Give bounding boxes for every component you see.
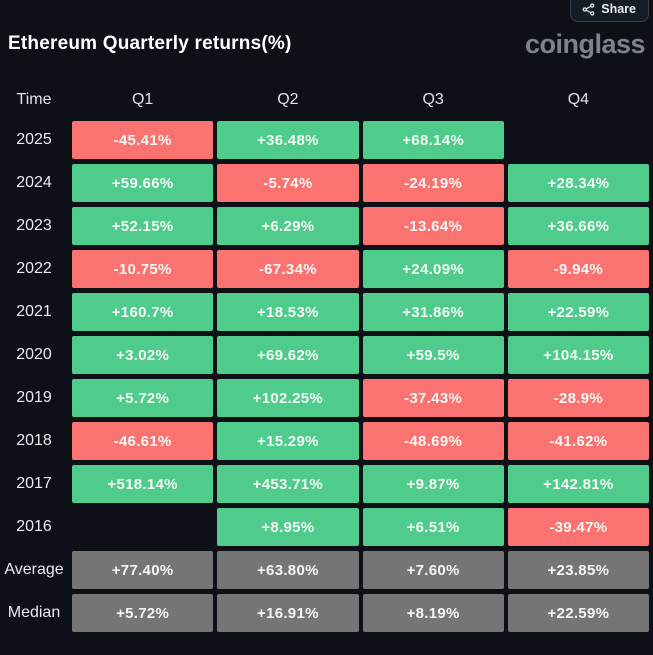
share-button-label: Share xyxy=(601,2,636,16)
return-cell: +3.02% xyxy=(72,336,214,374)
table-row: 2017 +518.14% +453.71% +9.87% +142.81% xyxy=(0,465,653,503)
table-row: 2023 +52.15% +6.29% -13.64% +36.66% xyxy=(0,207,653,245)
return-cell: +68.14% xyxy=(362,121,504,159)
return-cell: +15.29% xyxy=(217,422,359,460)
return-cell: +16.91% xyxy=(217,594,359,632)
return-cell: +104.15% xyxy=(507,336,649,374)
column-header-q4: Q4 xyxy=(567,91,590,108)
return-cell: +52.15% xyxy=(72,207,214,245)
share-button[interactable]: Share xyxy=(570,0,649,22)
return-cell: +102.25% xyxy=(217,379,359,417)
return-cell: +24.09% xyxy=(362,250,504,288)
return-cell: -45.41% xyxy=(72,121,214,159)
return-cell: +77.40% xyxy=(72,551,214,589)
return-cell: +160.7% xyxy=(72,293,214,331)
return-cell: -10.75% xyxy=(72,250,214,288)
return-cell: -24.19% xyxy=(362,164,504,202)
return-cell: +23.85% xyxy=(507,551,649,589)
return-cell: +8.19% xyxy=(362,594,504,632)
table-row: 2022 -10.75% -67.34% +24.09% -9.94% xyxy=(0,250,653,288)
return-cell: +28.34% xyxy=(507,164,649,202)
return-cell: +6.29% xyxy=(217,207,359,245)
return-cell: +36.66% xyxy=(507,207,649,245)
return-cell: -5.74% xyxy=(217,164,359,202)
column-header-time: Time xyxy=(16,91,52,108)
column-header-q1: Q1 xyxy=(131,91,154,108)
row-label: Median xyxy=(7,604,61,621)
row-label: 2016 xyxy=(16,518,52,535)
row-label: 2024 xyxy=(16,174,52,191)
return-cell: -39.47% xyxy=(507,508,649,546)
return-cell: +36.48% xyxy=(217,121,359,159)
return-cell: -9.94% xyxy=(507,250,649,288)
table-row: Median +5.72% +16.91% +8.19% +22.59% xyxy=(0,594,653,632)
return-cell: +518.14% xyxy=(72,465,214,503)
title-row: Ethereum Quarterly returns(%) coinglass xyxy=(0,0,653,59)
return-cell: -46.61% xyxy=(72,422,214,460)
return-cell: +18.53% xyxy=(217,293,359,331)
share-icon xyxy=(582,2,595,16)
return-cell: +7.60% xyxy=(362,551,504,589)
return-cell: +22.59% xyxy=(507,293,649,331)
empty-cell xyxy=(72,508,213,546)
return-cell: -13.64% xyxy=(362,207,504,245)
row-label: 2023 xyxy=(16,217,52,234)
table-row: 2025 -45.41% +36.48% +68.14% xyxy=(0,121,653,159)
return-cell: +22.59% xyxy=(507,594,649,632)
row-label: 2017 xyxy=(16,475,52,492)
return-cell: +453.71% xyxy=(217,465,359,503)
table-row: 2021 +160.7% +18.53% +31.86% +22.59% xyxy=(0,293,653,331)
row-label: 2025 xyxy=(16,131,52,148)
return-cell: -28.9% xyxy=(507,379,649,417)
return-cell: -41.62% xyxy=(507,422,649,460)
table-row: Average +77.40% +63.80% +7.60% +23.85% xyxy=(0,551,653,589)
table-row: 2019 +5.72% +102.25% -37.43% -28.9% xyxy=(0,379,653,417)
table-row: 2024 +59.66% -5.74% -24.19% +28.34% xyxy=(0,164,653,202)
returns-table-body: 2025 -45.41% +36.48% +68.14% 2024 +59.66% -5.7… xyxy=(0,121,653,632)
coinglass-logo: coinglass xyxy=(524,29,646,59)
row-label: 2020 xyxy=(16,346,52,363)
column-header-q2: Q2 xyxy=(277,91,299,108)
column-header-q3: Q3 xyxy=(422,91,444,108)
table-row: 2018 -46.61% +15.29% -48.69% -41.62% xyxy=(0,422,653,460)
empty-cell xyxy=(508,121,649,159)
row-label: Average xyxy=(4,561,64,578)
table-row: 2020 +3.02% +69.62% +59.5% +104.15% xyxy=(0,336,653,374)
table-header-row: Time Q1 Q2 Q3 Q4 xyxy=(0,88,653,112)
return-cell: -37.43% xyxy=(362,379,504,417)
return-cell: -48.69% xyxy=(362,422,504,460)
return-cell: +8.95% xyxy=(217,508,359,546)
return-cell: +6.51% xyxy=(362,508,504,546)
row-label: 2022 xyxy=(16,260,52,277)
return-cell: +5.72% xyxy=(72,594,214,632)
row-label: 2018 xyxy=(16,432,52,449)
return-cell: -67.34% xyxy=(217,250,359,288)
return-cell: +9.87% xyxy=(362,465,504,503)
return-cell: +59.5% xyxy=(362,336,504,374)
return-cell: +63.80% xyxy=(217,551,359,589)
table-row: 2016 +8.95% +6.51% -39.47% xyxy=(0,508,653,546)
row-label: 2021 xyxy=(16,303,52,320)
return-cell: +142.81% xyxy=(507,465,649,503)
row-label: 2019 xyxy=(16,389,52,406)
return-cell: +31.86% xyxy=(362,293,504,331)
return-cell: +59.66% xyxy=(72,164,214,202)
return-cell: +69.62% xyxy=(217,336,359,374)
return-cell: +5.72% xyxy=(72,379,214,417)
page-title: Ethereum Quarterly returns(%) xyxy=(8,33,292,54)
